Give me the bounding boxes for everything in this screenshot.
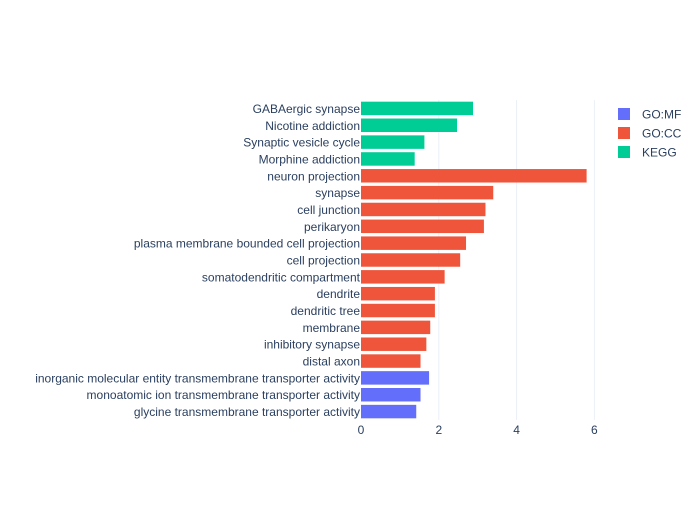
category-label: dendritic tree bbox=[291, 304, 361, 318]
legend-swatch bbox=[618, 146, 630, 158]
category-label: perikaryon bbox=[304, 220, 360, 234]
bar-18[interactable] bbox=[361, 404, 417, 419]
category-label: inhibitory synapse bbox=[264, 338, 360, 352]
bar-10[interactable] bbox=[361, 270, 445, 284]
x-tick-labels: 0 2 4 6 bbox=[358, 423, 598, 437]
legend-swatch bbox=[618, 108, 630, 120]
category-label: synapse bbox=[315, 186, 360, 200]
bar-14[interactable] bbox=[361, 337, 427, 351]
bar-3[interactable] bbox=[361, 152, 415, 166]
x-tick-label: 0 bbox=[358, 423, 365, 437]
bar-2[interactable] bbox=[361, 135, 425, 149]
category-label: neuron projection bbox=[267, 169, 360, 183]
bar-8[interactable] bbox=[361, 236, 467, 250]
category-label: plasma membrane bounded cell projection bbox=[134, 237, 360, 251]
x-tick-label: 4 bbox=[513, 423, 520, 437]
category-label: distal axon bbox=[303, 355, 360, 369]
legend-label: KEGG bbox=[642, 146, 677, 160]
bar-5[interactable] bbox=[361, 185, 494, 200]
bar-17[interactable] bbox=[361, 388, 421, 402]
legend-item-go-cc[interactable]: GO:CC bbox=[618, 127, 682, 141]
legend-item-go-mf[interactable]: GO:MF bbox=[618, 108, 681, 122]
bar-11[interactable] bbox=[361, 286, 435, 301]
category-label: dendrite bbox=[317, 287, 361, 301]
category-label: membrane bbox=[303, 321, 361, 335]
category-label: cell projection bbox=[287, 254, 360, 268]
bar-13[interactable] bbox=[361, 320, 431, 335]
legend-item-kegg[interactable]: KEGG bbox=[618, 146, 677, 160]
legend-swatch bbox=[618, 127, 630, 139]
category-label: somatodendritic compartment bbox=[202, 270, 361, 284]
bar-16[interactable] bbox=[361, 371, 430, 385]
legend-label: GO:CC bbox=[642, 127, 682, 141]
legend[interactable]: GO:MF GO:CC KEGG bbox=[618, 108, 682, 160]
bar-15[interactable] bbox=[361, 354, 421, 368]
bar-6[interactable] bbox=[361, 202, 486, 217]
category-label: monoatomic ion transmembrane transporter… bbox=[87, 388, 360, 402]
category-label: glycine transmembrane transporter activi… bbox=[134, 405, 360, 419]
bar-9[interactable] bbox=[361, 253, 461, 267]
category-label: GABAergic synapse bbox=[253, 102, 361, 116]
bar-4[interactable] bbox=[361, 169, 587, 183]
category-label: Nicotine addiction bbox=[265, 119, 360, 133]
bars bbox=[361, 101, 587, 419]
y-tick-labels: GABAergic synapse Nicotine addiction Synap… bbox=[35, 102, 360, 419]
category-label: inorganic molecular entity transmembrane… bbox=[35, 371, 360, 385]
bar-0[interactable] bbox=[361, 101, 474, 116]
bar-7[interactable] bbox=[361, 219, 484, 234]
legend-label: GO:MF bbox=[642, 108, 681, 122]
category-label: cell junction bbox=[297, 203, 360, 217]
bar-1[interactable] bbox=[361, 118, 458, 132]
category-label: Morphine addiction bbox=[259, 152, 360, 166]
category-label: Synaptic vesicle cycle bbox=[243, 136, 360, 150]
x-tick-label: 6 bbox=[591, 423, 598, 437]
x-tick-label: 2 bbox=[435, 423, 442, 437]
bar-12[interactable] bbox=[361, 303, 435, 318]
